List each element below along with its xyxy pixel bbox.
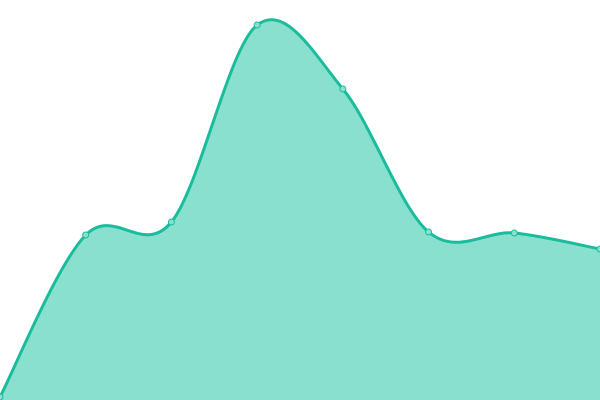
data-point-4 (339, 85, 347, 93)
data-point-0 (0, 393, 4, 400)
data-point-6 (510, 229, 518, 237)
data-point-1 (82, 231, 90, 239)
area-fill (0, 19, 600, 400)
data-points (0, 21, 600, 400)
data-point-5 (425, 228, 433, 236)
data-point-7 (596, 245, 600, 253)
data-point-2 (167, 218, 175, 226)
data-point-3 (253, 21, 261, 29)
